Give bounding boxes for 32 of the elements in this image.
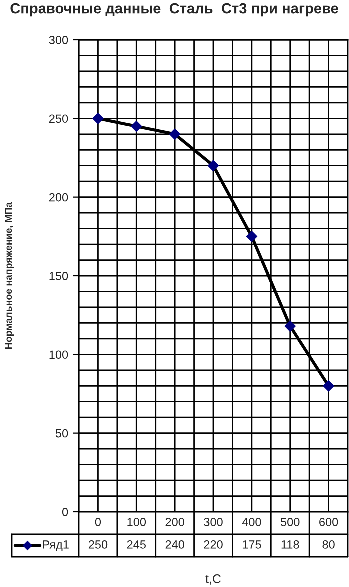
- x-tick-label: 500: [280, 518, 300, 526]
- point: [169, 128, 181, 140]
- x-tick-label: 100: [128, 518, 146, 526]
- x-tick-label: 0: [95, 518, 102, 526]
- data-label: 220: [204, 540, 223, 549]
- data-label: 240: [166, 540, 184, 549]
- point: [92, 112, 104, 124]
- y-tick-label: 200: [49, 193, 68, 202]
- data-label: 175: [242, 540, 262, 549]
- data-label: 80: [322, 540, 335, 549]
- point: [284, 320, 296, 332]
- point: [323, 380, 334, 392]
- point: [246, 230, 258, 242]
- x-axis-title: t,C: [206, 574, 222, 585]
- y-axis-title: Нормальное напряжение, МПа: [5, 202, 14, 349]
- x-tick-label: 600: [320, 518, 338, 526]
- y-tick-label: 100: [50, 350, 68, 360]
- data-label: 250: [88, 540, 108, 549]
- y-tick-label: 250: [49, 114, 68, 124]
- x-tick-label: 400: [242, 518, 262, 526]
- chart-title: Справочные данные Сталь Ст3 при нагреве: [10, 3, 338, 17]
- data-label: 118: [282, 540, 300, 549]
- y-tick-label: 0: [62, 508, 68, 516]
- point: [208, 160, 220, 172]
- legend-label: Ряд1: [43, 540, 69, 552]
- x-tick-label: 200: [166, 518, 184, 526]
- y-tick-label: 150: [50, 272, 68, 280]
- data-label: 245: [127, 540, 146, 549]
- y-tick-label: 300: [49, 36, 68, 44]
- point: [130, 120, 142, 132]
- y-tick-label: 50: [56, 429, 68, 438]
- x-tick-label: 300: [204, 518, 223, 526]
